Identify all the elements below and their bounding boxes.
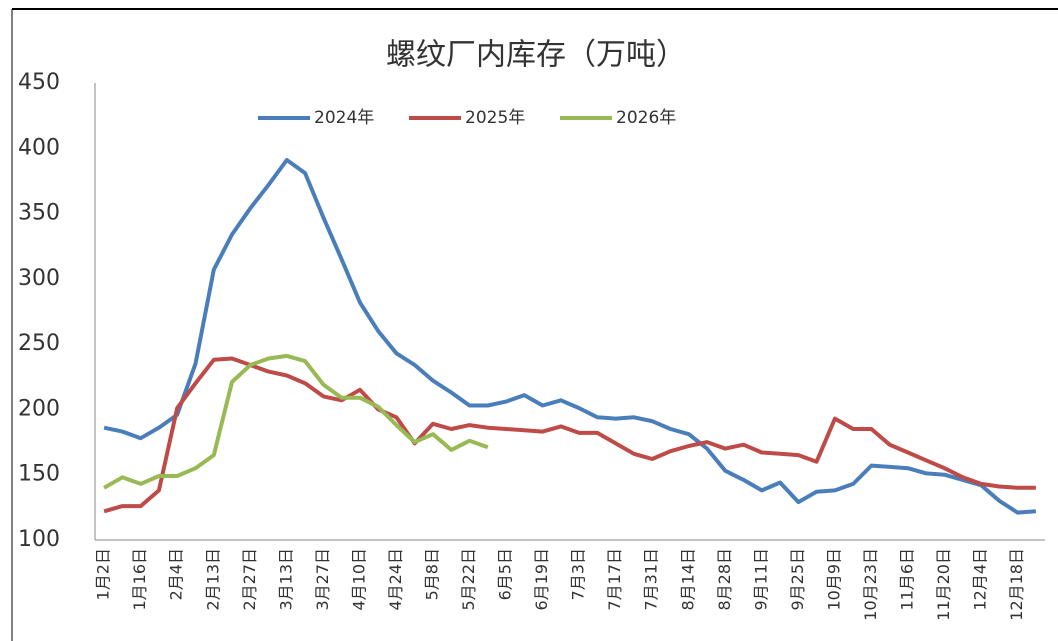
x-tick-label: 10月9日 (824, 548, 843, 611)
x-tick-label: 2月4日 (167, 548, 186, 600)
x-tick-label: 11月20日 (934, 548, 953, 621)
x-tick-label: 8月28日 (715, 548, 734, 611)
x-tick-label: 7月17日 (605, 548, 624, 611)
chart-title: 螺纹厂内库存（万吨） (386, 38, 686, 73)
series-line (103, 356, 1036, 514)
x-tick-label: 2月13日 (203, 548, 222, 611)
x-tick-label: 6月5日 (496, 548, 515, 600)
x-tick-label: 7月3日 (569, 548, 588, 600)
x-tick-label: 2月27日 (240, 548, 259, 611)
series-line (103, 158, 1037, 515)
y-tick-label: 150 (18, 462, 60, 487)
x-tick-label: 5月8日 (422, 548, 441, 600)
x-tick-label: 7月31日 (642, 548, 661, 611)
x-tick-label: 4月10日 (349, 548, 368, 611)
y-tick-label: 250 (18, 331, 60, 356)
x-tick-label: 3月27日 (313, 548, 332, 611)
x-tick-label: 3月13日 (276, 548, 295, 611)
x-tick-label: 5月22日 (459, 548, 478, 611)
y-tick-label: 300 (18, 266, 60, 291)
x-tick-label: 6月19日 (532, 548, 551, 611)
y-tick-label: 200 (18, 396, 60, 421)
series-line (103, 353, 489, 490)
y-tick-label: 100 (18, 527, 60, 552)
x-tick-label: 1月16日 (130, 548, 149, 611)
x-tick-label: 12月4日 (971, 548, 990, 611)
y-tick-label: 400 (18, 135, 60, 160)
legend-label: 2025年 (465, 108, 525, 128)
x-tick-label: 12月18日 (1007, 548, 1026, 621)
x-tick-label: 10月23日 (861, 548, 880, 621)
x-tick-label: 8月14日 (678, 548, 697, 611)
x-tick-label: 9月25日 (788, 548, 807, 611)
x-tick-label: 4月24日 (386, 548, 405, 611)
legend-label: 2026年 (616, 108, 676, 128)
y-tick-label: 350 (18, 201, 60, 226)
x-tick-label: 11月6日 (897, 548, 916, 611)
y-tick-label: 450 (18, 70, 60, 95)
legend-label: 2024年 (314, 108, 374, 128)
x-tick-label: 1月2日 (94, 548, 113, 600)
x-tick-label: 9月11日 (751, 548, 770, 611)
